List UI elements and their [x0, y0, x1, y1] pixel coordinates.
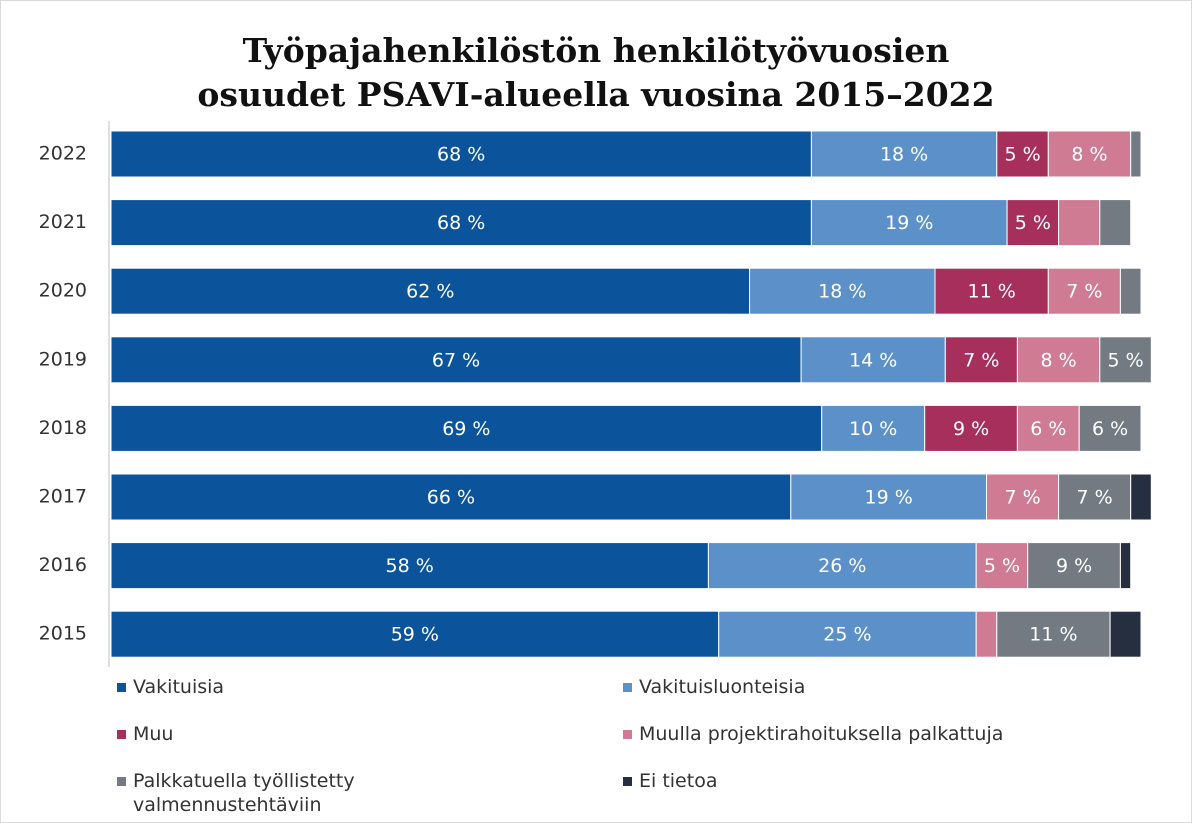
- data-label: 69 %: [442, 418, 490, 440]
- data-label: 5 %: [1107, 349, 1143, 371]
- bar-segment: [707, 542, 977, 590]
- data-label: 18 %: [880, 144, 928, 166]
- legend-entry: Vakituisluonteisia: [623, 675, 1099, 699]
- data-label: 68 %: [437, 212, 485, 234]
- legend-label: Muu: [133, 723, 174, 745]
- legend-label: Muulla projektirahoituksella palkattuja: [639, 723, 1004, 745]
- y-tick-label: 2020: [39, 280, 87, 302]
- bar-segment: [1058, 199, 1101, 247]
- data-label: 18 %: [818, 281, 866, 303]
- chart-title: Työpajahenkilöstön henkilötyövuosien osu…: [197, 31, 995, 114]
- data-label: 66 %: [427, 487, 475, 509]
- data-label: 5 %: [1004, 144, 1040, 166]
- y-tick-label: 2021: [39, 211, 87, 233]
- bar-segment: [996, 610, 1111, 658]
- bar-segment: [1047, 267, 1121, 315]
- legend-label: Vakituisluonteisia: [639, 676, 806, 698]
- data-label: 62 %: [406, 281, 454, 303]
- bar-segment: [1099, 336, 1152, 384]
- data-label: 58 %: [386, 555, 434, 577]
- bar-segment: [1058, 473, 1132, 521]
- bar-segment: [1078, 404, 1142, 452]
- y-tick-label: 2022: [39, 143, 87, 165]
- data-label: 68 %: [437, 144, 485, 166]
- legend-label: Vakituisia: [133, 676, 225, 698]
- data-label: 10 %: [849, 418, 897, 440]
- bar-segment: [924, 404, 1018, 452]
- data-label: 8 %: [1071, 144, 1107, 166]
- data-label: 9 %: [1056, 555, 1092, 577]
- data-label: 25 %: [823, 624, 871, 646]
- y-tick-label: 2019: [39, 348, 87, 370]
- legend-swatch: [117, 683, 126, 692]
- bar-segment: [810, 130, 998, 178]
- legend-swatch: [623, 777, 632, 786]
- legend-entry: Ei tietoa: [623, 769, 1099, 793]
- legend-swatch: [623, 683, 632, 692]
- bar-segment: [1119, 267, 1142, 315]
- y-tick-label: 2018: [39, 417, 87, 439]
- bar-segment: [821, 404, 926, 452]
- bar-segment: [718, 610, 977, 658]
- bar-segment: [944, 336, 1018, 384]
- data-label: 14 %: [849, 349, 897, 371]
- bar-segment: [1047, 130, 1132, 178]
- data-label: 7 %: [1066, 281, 1102, 303]
- data-label: 5 %: [1015, 212, 1051, 234]
- data-label: 8 %: [1041, 349, 1077, 371]
- bar-segment: [110, 404, 823, 452]
- legend-label: Palkkatuella työllistetty valmennustehtä…: [133, 770, 355, 816]
- data-label: 9 %: [953, 418, 989, 440]
- legend-swatch: [117, 730, 126, 739]
- bar-segment: [749, 267, 936, 315]
- bar-segment: [800, 336, 946, 384]
- legend-entry: Palkkatuella työllistetty valmennustehtä…: [117, 769, 393, 817]
- data-label: 7 %: [1077, 487, 1113, 509]
- bar-segment: [1016, 404, 1080, 452]
- data-label: 11 %: [968, 281, 1016, 303]
- bar-segment: [1130, 130, 1142, 178]
- legend-label: Ei tietoa: [639, 770, 718, 792]
- data-label: 11 %: [1029, 624, 1077, 646]
- bar-segment: [1130, 473, 1152, 521]
- y-tick-label: 2017: [39, 486, 87, 508]
- bar-segment: [790, 473, 987, 521]
- bar-segment: [110, 199, 812, 247]
- data-label: 67 %: [432, 349, 480, 371]
- data-label: 19 %: [865, 487, 913, 509]
- data-label: 26 %: [818, 555, 866, 577]
- data-label: 6 %: [1092, 418, 1128, 440]
- y-tick-label: 2016: [39, 554, 87, 576]
- bar-segment: [1109, 610, 1142, 658]
- bar-segment: [1119, 542, 1132, 590]
- data-label: 59 %: [391, 624, 439, 646]
- bar-segment: [110, 267, 751, 315]
- bar-segment: [934, 267, 1049, 315]
- legend-swatch: [623, 730, 632, 739]
- legend-entry: Muu: [117, 722, 593, 746]
- legend-entry: Vakituisia: [117, 675, 593, 699]
- bar-segment: [1099, 199, 1132, 247]
- bar-segment: [110, 336, 802, 384]
- bar-segment: [975, 610, 998, 658]
- y-tick-label: 2015: [39, 623, 87, 645]
- data-label: 5 %: [984, 555, 1020, 577]
- data-label: 7 %: [1004, 487, 1040, 509]
- bar-segment: [110, 473, 792, 521]
- data-label: 19 %: [885, 212, 933, 234]
- bar-segment: [810, 199, 1008, 247]
- legend-swatch: [117, 777, 126, 786]
- data-label: 6 %: [1030, 418, 1066, 440]
- data-label: 7 %: [963, 349, 999, 371]
- legend-entry: Muulla projektirahoituksella palkattuja: [623, 722, 1099, 746]
